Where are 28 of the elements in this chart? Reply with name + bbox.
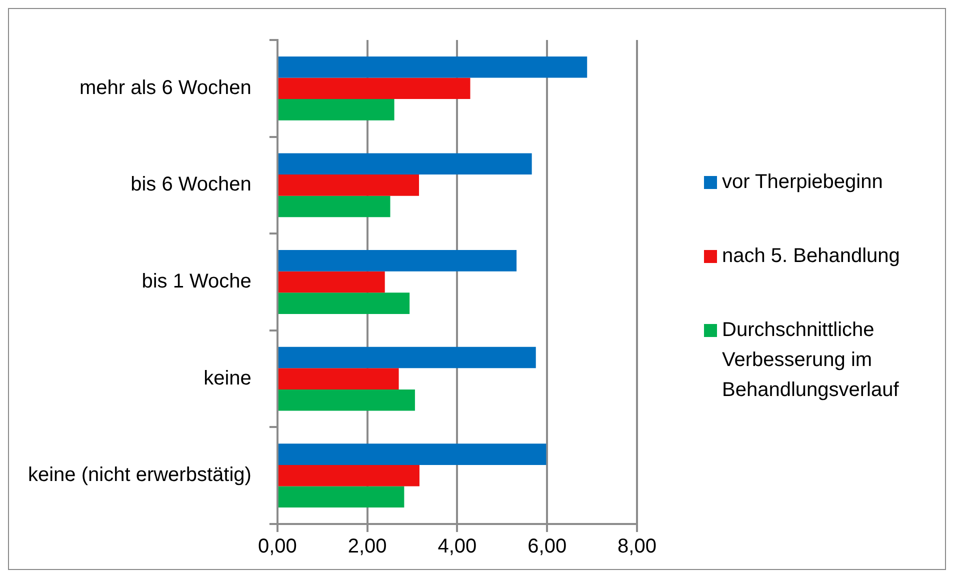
bar xyxy=(278,174,420,196)
bar xyxy=(278,196,390,218)
y-tick-label: keine xyxy=(204,367,252,390)
bar xyxy=(278,464,420,486)
x-tick-label: 0,00 xyxy=(258,536,297,558)
x-tick-label: 8,00 xyxy=(618,536,656,558)
bar xyxy=(278,368,399,390)
x-tick-label: 6,00 xyxy=(528,536,567,558)
bar xyxy=(278,250,517,272)
legend-label: nach 5. Behandlung xyxy=(722,244,900,269)
bar xyxy=(278,292,410,314)
y-tick-label: mehr als 6 Wochen xyxy=(79,76,252,99)
legend-label: vor Therpiebeginn xyxy=(722,170,883,195)
bar xyxy=(278,271,385,293)
bar xyxy=(278,99,394,120)
bar xyxy=(278,153,532,175)
y-tick-label: keine (nicht erwerbstätig) xyxy=(28,464,252,486)
legend-label: Durchschnittliche Verbesserung im Behandlungsverlauf xyxy=(722,318,900,403)
bar xyxy=(278,444,546,465)
x-tick-label: 2,00 xyxy=(348,536,387,558)
y-tick-label: bis 1 Woche xyxy=(142,270,252,293)
x-tick-label: 4,00 xyxy=(438,536,477,558)
bar xyxy=(278,486,404,508)
bar xyxy=(278,389,415,411)
y-tick-label: bis 6 Wochen xyxy=(130,174,252,196)
bar xyxy=(278,346,536,368)
bar xyxy=(278,78,470,100)
bar xyxy=(278,56,588,78)
